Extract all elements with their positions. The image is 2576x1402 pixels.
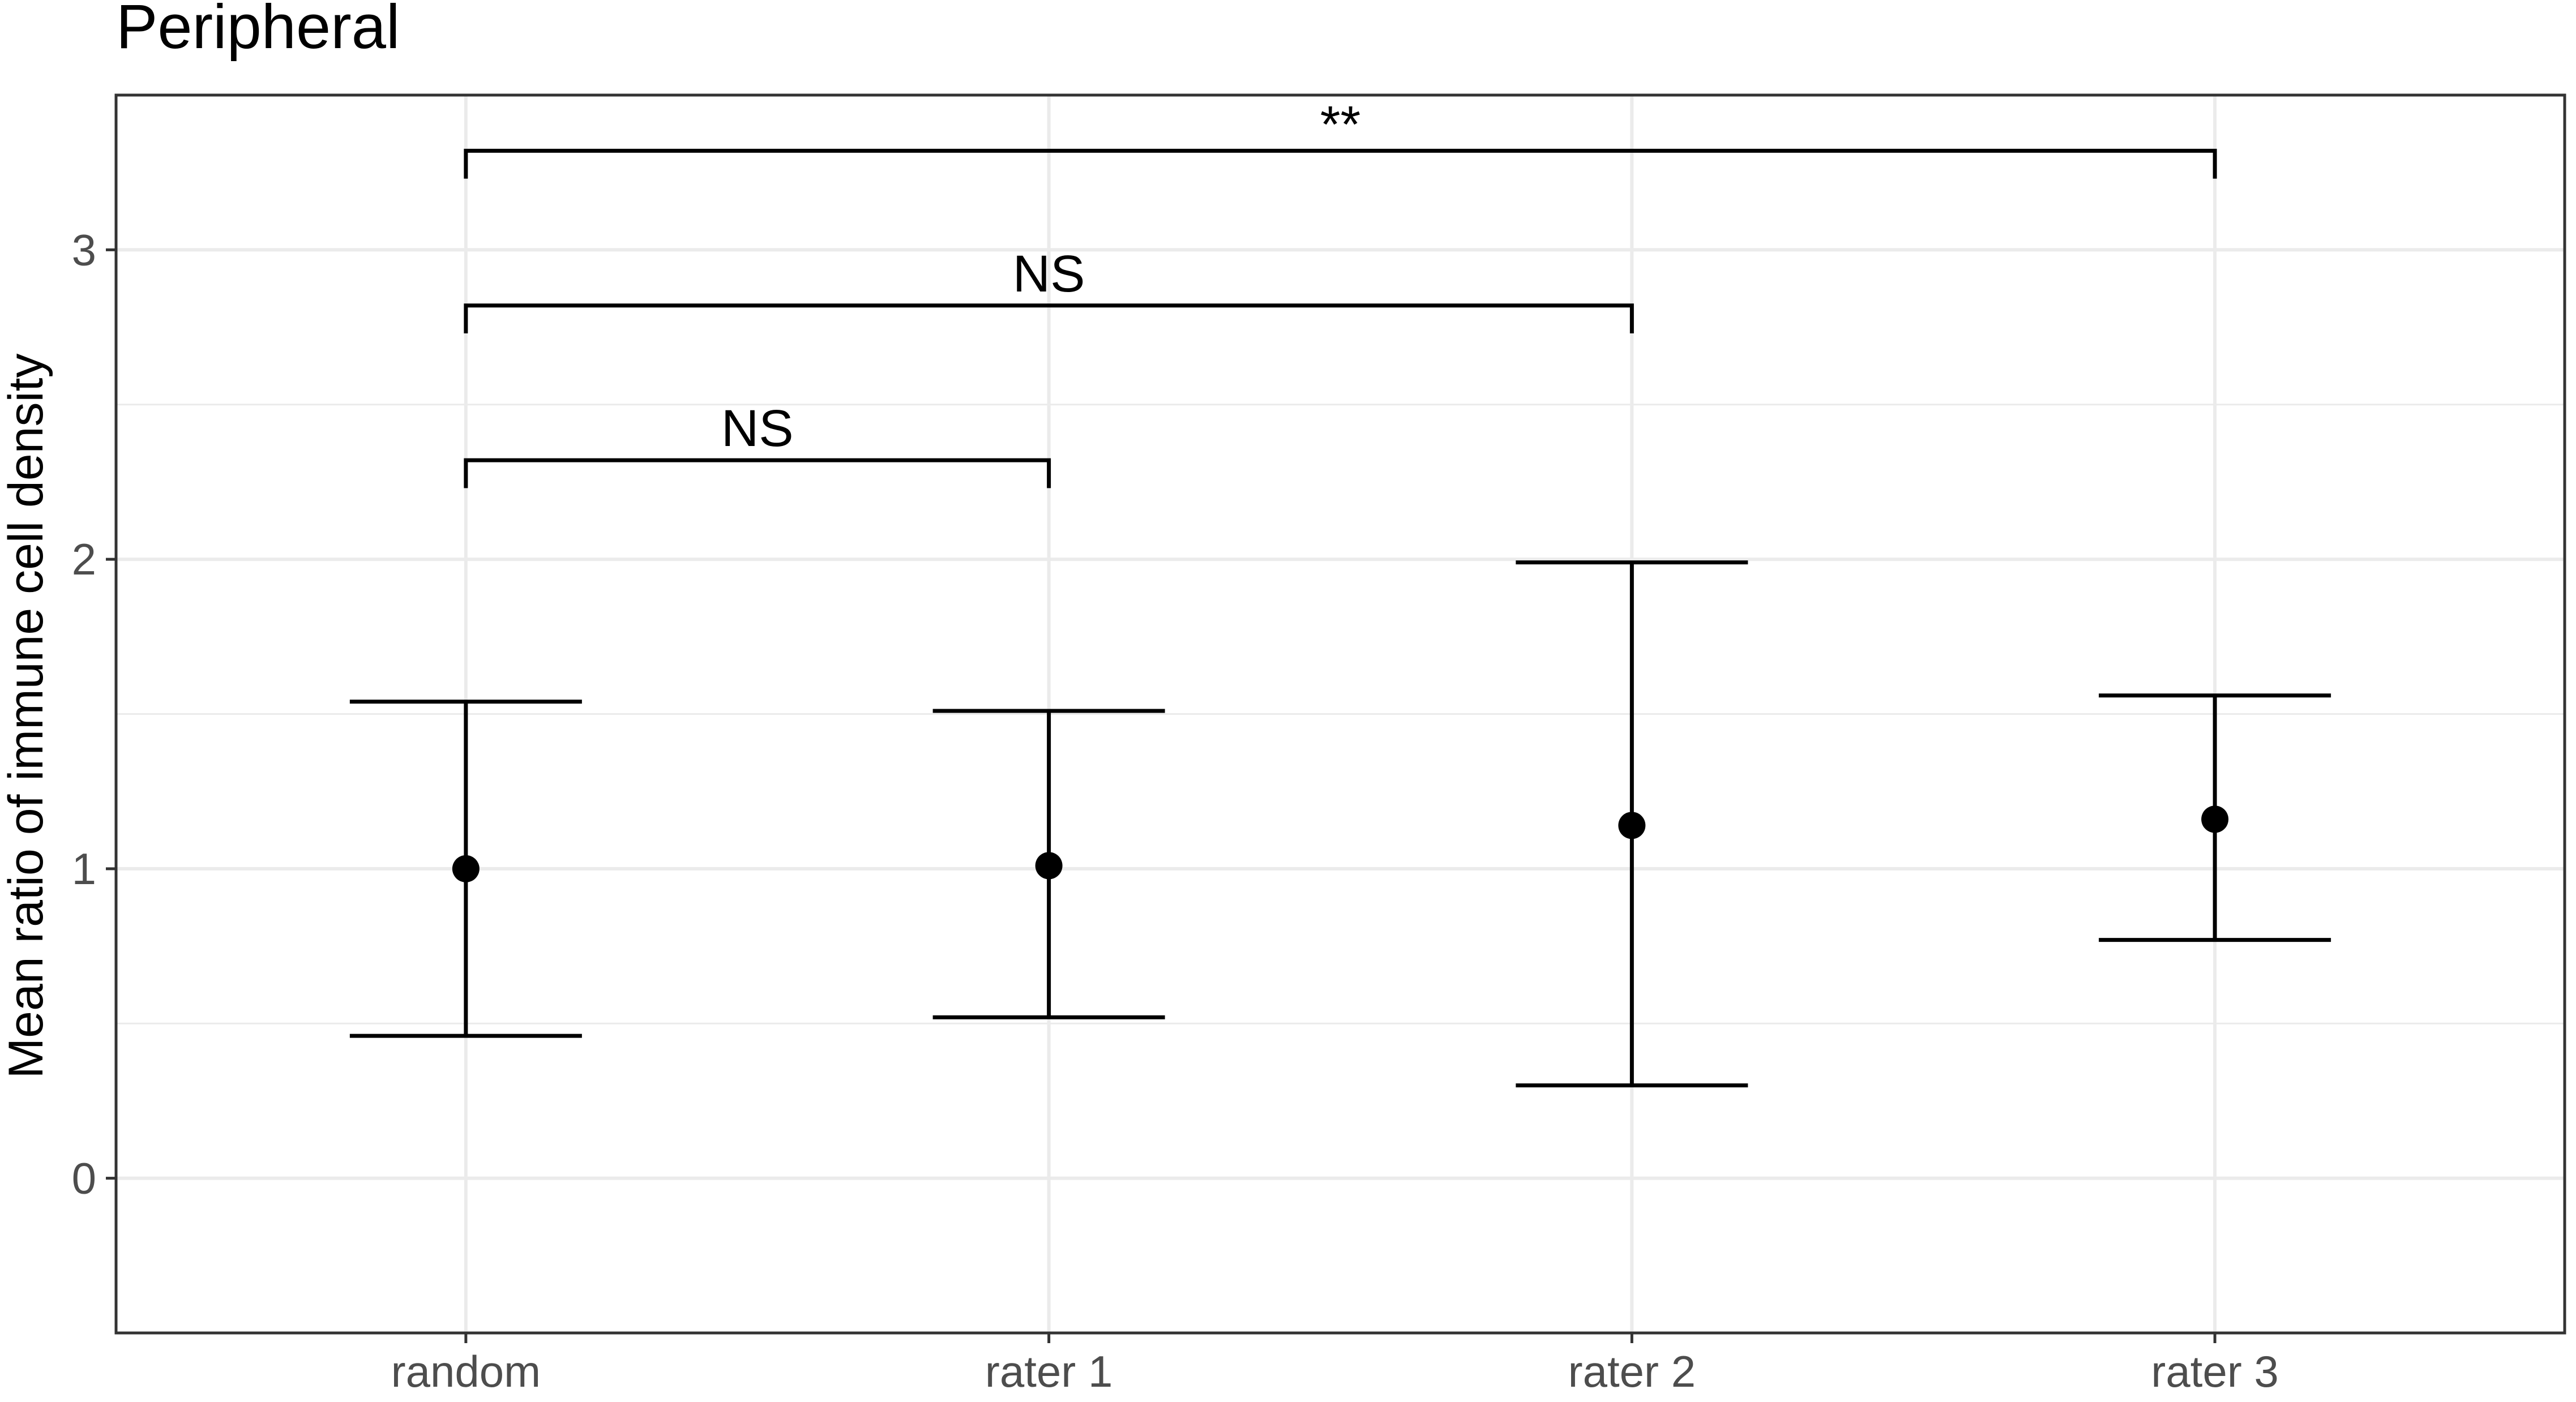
x-tick-label: rater 3 [2151, 1347, 2278, 1396]
mean-point [452, 855, 480, 882]
significance-label: NS [1013, 245, 1085, 303]
x-tick-label: rater 2 [1568, 1347, 1696, 1396]
significance-bracket [464, 303, 1634, 333]
y-tick-label: 3 [72, 225, 96, 275]
x-tick-label: rater 1 [985, 1347, 1112, 1396]
y-tick-label: 2 [72, 534, 96, 584]
significance-label: ** [1320, 96, 1361, 153]
y-tick-label: 1 [72, 844, 96, 894]
mean-point [1035, 852, 1063, 880]
mean-point [1618, 812, 1646, 839]
significance-bracket [464, 148, 2217, 179]
panel-border [114, 93, 2566, 1335]
chart-title: Peripheral [116, 0, 400, 62]
mean-point [2201, 805, 2229, 833]
significance-bracket [464, 458, 1051, 488]
significance-label: NS [721, 400, 794, 457]
y-tick-label: 0 [72, 1154, 96, 1203]
x-tick-label: random [391, 1347, 541, 1396]
plot-area: 0 1 2 3 random rater 1 rater 2 rater 3 NS NS ** [72, 93, 2566, 1396]
y-axis-label: Mean ratio of immune cell density [0, 353, 53, 1078]
